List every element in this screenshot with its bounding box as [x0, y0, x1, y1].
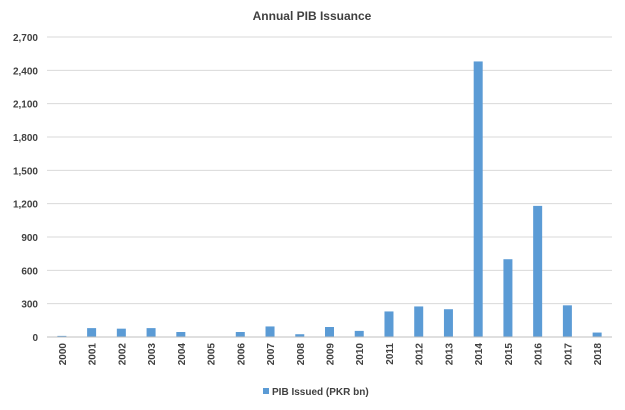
legend-swatch — [263, 388, 269, 394]
bar-2018 — [592, 332, 602, 337]
bar-2006 — [235, 332, 245, 337]
x-tick-label: 2000 — [58, 343, 69, 366]
bar-2001 — [87, 328, 97, 337]
x-tick-label: 2003 — [147, 343, 158, 366]
x-tick-label: 2004 — [177, 343, 188, 366]
bar-2007 — [265, 326, 275, 337]
bars — [57, 61, 602, 337]
x-tick-label: 2011 — [385, 343, 396, 365]
y-tick-label: 2,400 — [13, 66, 38, 77]
bar-2012 — [414, 306, 424, 337]
bar-2003 — [146, 328, 156, 337]
bar-2002 — [116, 328, 126, 337]
bar-2014 — [473, 61, 483, 337]
y-tick-label: 600 — [21, 266, 38, 277]
y-tick-label: 0 — [32, 333, 38, 344]
y-tick-label: 900 — [21, 233, 38, 244]
bar-2010 — [354, 330, 364, 337]
x-tick-label: 2014 — [474, 343, 485, 366]
y-tick-label: 1,500 — [13, 166, 38, 177]
x-tick-label: 2016 — [534, 343, 545, 366]
y-axis-tick-labels: 0 300 600 900 1,200 1,500 1,800 2,100 2,400 2,700 — [13, 33, 38, 344]
x-tick-label: 2012 — [415, 343, 426, 366]
y-tick-label: 2,700 — [13, 33, 38, 44]
bar-2016 — [533, 205, 543, 337]
x-tick-label: 2010 — [355, 343, 366, 366]
gridlines — [47, 36, 612, 305]
x-tick-label: 2007 — [266, 343, 277, 366]
x-tick-label: 2008 — [296, 343, 307, 366]
x-tick-label: 2017 — [563, 343, 574, 366]
x-tick-label: 2005 — [207, 343, 218, 366]
bar-2015 — [503, 259, 513, 337]
chart-title: Annual PIB Issuance — [253, 9, 372, 23]
y-tick-label: 1,800 — [13, 133, 38, 144]
bar-2013 — [443, 309, 453, 337]
x-axis-tick-labels: 2000 2001 2002 2003 2004 2005 2006 2007 2008 2009… — [58, 343, 604, 366]
x-tick-label: 2002 — [117, 343, 128, 366]
x-tick-label: 2015 — [504, 343, 515, 366]
bar-2009 — [325, 327, 334, 337]
bar-2017 — [562, 305, 572, 337]
legend: PIB Issued (PKR bn) — [263, 387, 369, 398]
bar-2004 — [176, 332, 186, 337]
x-tick-label: 2013 — [444, 343, 455, 366]
y-tick-label: 1,200 — [13, 200, 38, 211]
x-tick-label: 2001 — [88, 343, 99, 366]
x-tick-label: 2009 — [326, 343, 337, 366]
bar-2011 — [384, 311, 394, 337]
x-tick-label: 2006 — [236, 343, 247, 366]
x-tick-label: 2018 — [593, 343, 604, 366]
y-tick-label: 2,100 — [13, 100, 38, 111]
bar-2000 — [57, 335, 67, 337]
legend-label: PIB Issued (PKR bn) — [272, 387, 369, 398]
bar-2008 — [295, 334, 305, 337]
y-tick-label: 300 — [21, 300, 38, 311]
